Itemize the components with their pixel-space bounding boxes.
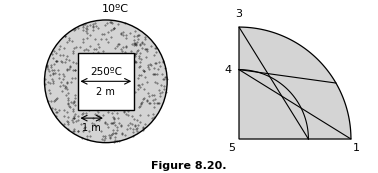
Text: 1: 1: [353, 143, 360, 153]
Text: 4: 4: [224, 65, 231, 75]
Text: 250ºC: 250ºC: [90, 67, 122, 77]
Text: 10ºC: 10ºC: [102, 4, 129, 14]
Text: 5: 5: [228, 143, 235, 153]
Text: 1 m: 1 m: [82, 123, 101, 133]
Bar: [77, 53, 134, 110]
Polygon shape: [239, 27, 351, 139]
Text: 3: 3: [235, 9, 243, 19]
Circle shape: [45, 20, 167, 143]
Text: Figure 8.20.: Figure 8.20.: [151, 161, 227, 171]
Text: 2 m: 2 m: [96, 87, 115, 97]
